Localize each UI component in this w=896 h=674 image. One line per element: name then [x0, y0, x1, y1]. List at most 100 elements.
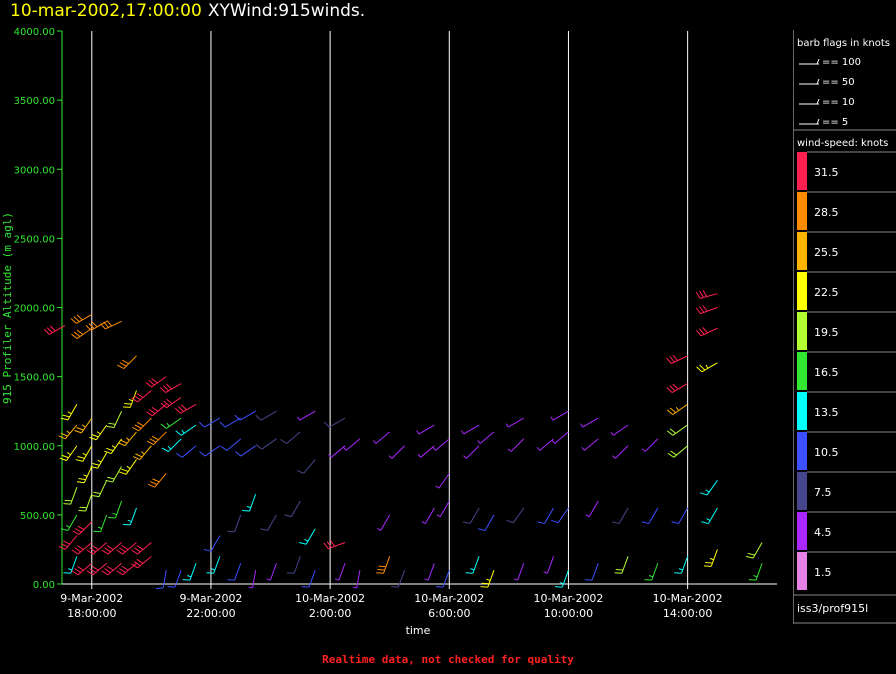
barb-half-feather — [705, 364, 709, 369]
barb-feather — [86, 570, 94, 576]
barb-half-feather — [477, 440, 481, 444]
barb-feather — [174, 407, 181, 414]
barb-feather — [90, 465, 98, 469]
barb-feather — [378, 565, 386, 568]
barb-feather — [119, 568, 126, 573]
speed-legend-label: 31.5 — [814, 166, 839, 179]
barb-feather — [167, 586, 176, 588]
wind-barb — [161, 438, 182, 453]
wind-barb — [461, 424, 480, 435]
barb-half-feather — [675, 407, 680, 411]
barb-feather — [203, 548, 212, 552]
barb-staff — [338, 563, 346, 581]
barb-feather — [64, 499, 72, 502]
barb-feather — [669, 356, 675, 363]
barb-staff — [330, 445, 346, 458]
wind-barb — [695, 327, 718, 337]
barb-staff — [424, 507, 435, 524]
barb-half-feather — [297, 416, 301, 421]
barb-feather — [120, 439, 128, 444]
barb-feather — [63, 503, 71, 505]
barb-feather — [105, 479, 113, 483]
barb-staff — [239, 410, 256, 421]
barb-feather — [330, 540, 336, 547]
barb-feather — [76, 481, 85, 484]
wind-barb — [696, 362, 718, 373]
y-tick-label: 2000.00 — [14, 304, 55, 315]
barb-feather — [76, 314, 83, 321]
barb-feather — [133, 561, 141, 567]
barb-half-feather — [66, 430, 71, 434]
barb-staff — [582, 417, 599, 428]
chart-title: 10-mar-2002,17:00:00 XYWind:915winds. — [10, 1, 365, 21]
barb-feather — [124, 403, 132, 405]
barb-feather — [100, 323, 106, 330]
barb-feather — [119, 547, 126, 553]
barb-half-feather — [67, 411, 72, 415]
speed-legend-label: 4.5 — [814, 526, 832, 539]
barb-feather — [296, 469, 304, 474]
wind-barb — [463, 445, 480, 459]
barb-feather — [58, 545, 66, 550]
barb-feather — [227, 579, 235, 581]
barb-feather — [60, 432, 68, 437]
barb-staff — [591, 563, 599, 581]
barb-feather — [85, 324, 92, 331]
barb-feather — [116, 570, 123, 576]
barb-feather — [77, 525, 85, 531]
y-axis-label: 915 Profiler Altitude (m agl) — [1, 212, 14, 404]
wind-barb — [70, 313, 93, 324]
wind-barb — [343, 438, 361, 451]
barb-staff — [269, 563, 277, 581]
axes: 9-Mar-2002 18:00:00 9-Mar-2002 22:00:00 10-M… — [14, 27, 777, 620]
barb-half-feather — [166, 422, 170, 427]
speed-legend-label: 19.5 — [814, 326, 839, 339]
barb-feather — [104, 568, 111, 573]
speed-legend-label: 25.5 — [814, 246, 839, 259]
wind-barb — [666, 403, 688, 416]
barb-feather — [260, 528, 268, 531]
x-tick-label: 10-Mar-2002 — [295, 592, 365, 605]
barb-feather — [133, 395, 141, 401]
barb-staff — [260, 410, 277, 421]
barb-staff — [472, 556, 480, 574]
barb-feather — [614, 572, 622, 574]
wind-barb — [58, 535, 78, 550]
barb-feather — [537, 521, 545, 525]
wind-barb — [234, 410, 256, 421]
barb-feather — [147, 483, 155, 488]
wind-barb — [60, 514, 78, 531]
y-tick-label: 4000.00 — [14, 27, 55, 38]
barb-staff — [290, 500, 301, 517]
barb-feather — [255, 444, 263, 450]
barb-feather — [465, 572, 473, 574]
wind-barb — [43, 325, 66, 335]
wind-barb — [91, 480, 108, 498]
wind-barb — [86, 542, 108, 555]
wind-barbs — [43, 290, 763, 590]
barb-feather — [93, 530, 101, 533]
barb-feather — [699, 306, 705, 313]
wind-barb — [580, 417, 599, 428]
barb-half-feather — [128, 398, 133, 402]
wind-barb — [671, 507, 689, 525]
barb-feather — [74, 528, 82, 533]
barb-feather — [78, 477, 86, 481]
barb-feather — [699, 328, 705, 335]
barb-feather — [166, 398, 173, 405]
barb-staff — [644, 438, 659, 452]
x-tick-label: 9-Mar-2002 — [60, 592, 123, 605]
barb-half-feather — [580, 423, 584, 428]
barb-staff — [356, 570, 361, 588]
wind-barb — [89, 424, 108, 441]
barb-feather — [584, 579, 593, 581]
x-tick-label: 18:00:00 — [67, 607, 116, 620]
barb-staff — [510, 438, 525, 452]
barb-feather — [63, 572, 71, 574]
barb-feather — [106, 545, 114, 551]
barb-staff — [546, 556, 555, 574]
wind-barb — [701, 507, 718, 525]
barb-half-feather — [417, 453, 421, 458]
barb-feather — [699, 290, 704, 298]
